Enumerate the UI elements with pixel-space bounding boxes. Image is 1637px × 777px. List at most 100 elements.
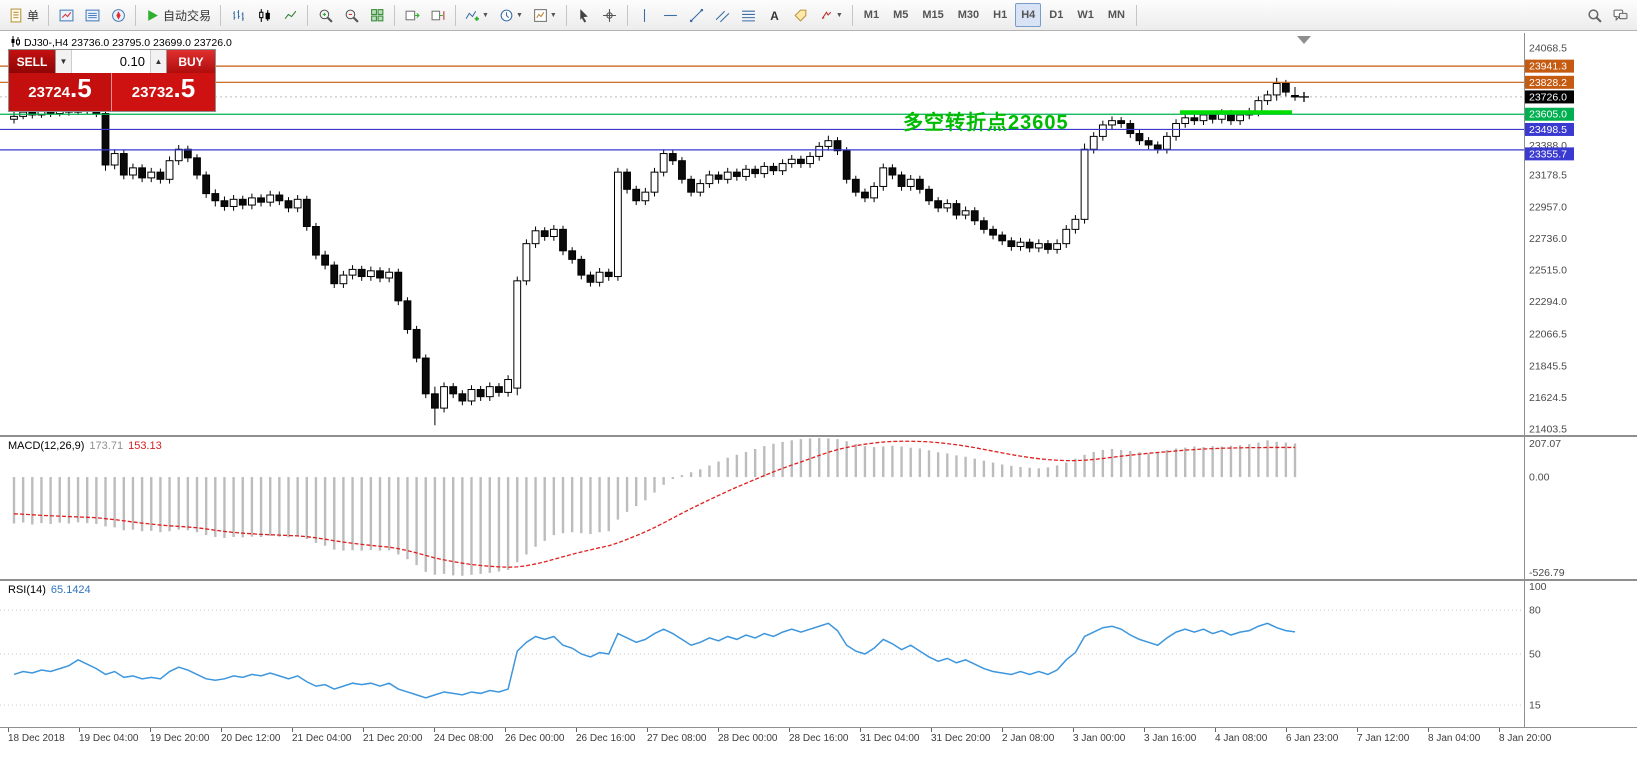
channel-button[interactable]	[711, 3, 735, 27]
toolbar: 单 自动交易	[0, 0, 1637, 31]
price-level-tag	[1525, 90, 1574, 104]
candlestick-chart-button[interactable]	[252, 3, 276, 27]
candle	[1044, 240, 1052, 254]
toolbar-separator	[135, 4, 137, 26]
candle	[284, 197, 293, 213]
candle	[1181, 113, 1190, 128]
chart-annotation[interactable]: 多空转折点23605	[903, 112, 1069, 134]
timeframe-h4-button[interactable]: H4	[1015, 3, 1042, 27]
time-axis-label: 28 Dec 16:00	[789, 733, 849, 744]
price-level-tag-text: 23941.3	[1529, 61, 1567, 73]
periods-button[interactable]: ▼	[495, 3, 527, 27]
bar-chart-button[interactable]	[226, 3, 250, 27]
candle	[266, 190, 275, 207]
chart-shift-button[interactable]	[426, 3, 450, 27]
macd-axis-label: 207.07	[1529, 438, 1561, 450]
tile-windows-button[interactable]	[365, 3, 389, 27]
timeframe-m30-button[interactable]: M30	[952, 3, 985, 27]
navigator-button[interactable]	[106, 3, 130, 27]
timeframe-m5-button[interactable]: M5	[887, 3, 914, 27]
timeframe-d1-button[interactable]: D1	[1043, 3, 1069, 27]
auto-scroll-button[interactable]	[400, 3, 424, 27]
sell-button[interactable]: SELL	[9, 50, 55, 73]
trendline-button[interactable]	[685, 3, 709, 27]
search-button[interactable]	[1582, 3, 1606, 27]
pane-separator[interactable]	[0, 435, 1637, 437]
label-icon	[793, 8, 808, 23]
macd-header: MACD(12,26,9) 173.71 153.13	[8, 440, 162, 452]
arrows-icon	[819, 8, 834, 23]
candle	[339, 270, 348, 288]
timeframe-w1-button[interactable]: W1	[1071, 3, 1100, 27]
vertical-line-button[interactable]	[633, 3, 657, 27]
line-chart-button[interactable]	[278, 3, 302, 27]
text-tool-button[interactable]: A	[763, 3, 787, 27]
candle	[522, 239, 531, 286]
candle	[119, 149, 128, 180]
fibonacci-icon	[741, 8, 756, 23]
candle	[211, 189, 220, 207]
candle	[714, 171, 723, 184]
toolbar-separator	[307, 4, 309, 26]
toolbar-separator	[626, 4, 628, 26]
indicators-button[interactable]: ▼	[461, 3, 493, 27]
timeframe-m1-button[interactable]: M1	[858, 3, 885, 27]
buy-price-frac: .5	[173, 73, 196, 103]
time-axis-tick	[860, 728, 861, 732]
timeframe-m15-button[interactable]: M15	[916, 3, 949, 27]
candle	[321, 250, 330, 270]
candle	[952, 200, 961, 220]
chat-button[interactable]	[1608, 3, 1632, 27]
candle	[641, 187, 650, 206]
candle	[248, 193, 256, 210]
time-axis[interactable]: 18 Dec 2018 19 Dec 04:00 19 Dec 20:00 20 De…	[0, 728, 1637, 752]
fibonacci-button[interactable]	[737, 3, 761, 27]
price-axis-label: 22515.0	[1529, 265, 1567, 277]
main-chart[interactable]: 24068.523388.023178.522957.022736.022515…	[0, 33, 1637, 435]
rsi-header: RSI(14) 65.1424	[8, 584, 91, 596]
rsi-axis-label: 15	[1529, 700, 1541, 712]
candle	[147, 167, 156, 183]
zoom-out-button[interactable]	[339, 3, 363, 27]
crosshair-button[interactable]	[598, 3, 622, 27]
timeframe-mn-button[interactable]: MN	[1102, 3, 1131, 27]
time-axis-label: 26 Dec 00:00	[505, 733, 565, 744]
volume-input[interactable]: ▼ 0.10 ▲	[55, 50, 167, 73]
buy-price-button[interactable]: 23732 .5	[112, 73, 215, 111]
macd-pane[interactable]: 207.07 0.00 -526.79	[0, 437, 1637, 579]
candle	[293, 195, 302, 213]
candle	[531, 226, 540, 248]
volume-down-button[interactable]: ▼	[56, 50, 72, 73]
price-axis-label: 22736.0	[1529, 233, 1567, 245]
navigator-icon	[111, 8, 126, 23]
new-order-button[interactable]: 单	[5, 3, 43, 27]
horizontal-line-button[interactable]	[659, 3, 683, 27]
sell-price-button[interactable]: 23724 .5	[9, 73, 112, 111]
templates-button[interactable]: ▼	[529, 3, 561, 27]
rsi-pane[interactable]: 100 80 50 15	[0, 581, 1637, 727]
toolbar-separator	[565, 4, 567, 26]
candle	[559, 225, 567, 256]
candle	[476, 385, 485, 401]
timeframe-h1-button[interactable]: H1	[987, 3, 1013, 27]
market-watch-button[interactable]	[54, 3, 78, 27]
arrows-tool-button[interactable]: ▼	[815, 3, 847, 27]
rsi-axis-label: 100	[1529, 581, 1547, 593]
volume-value[interactable]: 0.10	[119, 54, 145, 69]
volume-up-button[interactable]: ▲	[150, 50, 166, 73]
autotrade-button[interactable]: 自动交易	[141, 3, 215, 27]
cursor-button[interactable]	[572, 3, 596, 27]
data-window-button[interactable]	[80, 3, 104, 27]
zoom-in-button[interactable]	[313, 3, 337, 27]
buy-button[interactable]: BUY	[167, 50, 215, 73]
pane-separator[interactable]	[0, 579, 1637, 581]
candle	[165, 156, 174, 184]
candle	[797, 155, 805, 168]
rsi-axis-label: 80	[1529, 605, 1541, 617]
label-tool-button[interactable]	[789, 3, 813, 27]
indicators-icon	[465, 8, 480, 23]
candle	[540, 227, 549, 241]
data-window-icon	[85, 8, 100, 23]
candle	[549, 225, 558, 241]
candle	[915, 175, 924, 194]
